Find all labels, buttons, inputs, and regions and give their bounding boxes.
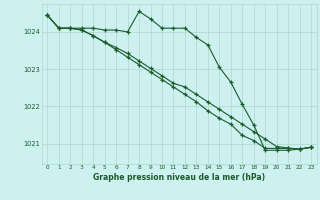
X-axis label: Graphe pression niveau de la mer (hPa): Graphe pression niveau de la mer (hPa) xyxy=(93,173,265,182)
